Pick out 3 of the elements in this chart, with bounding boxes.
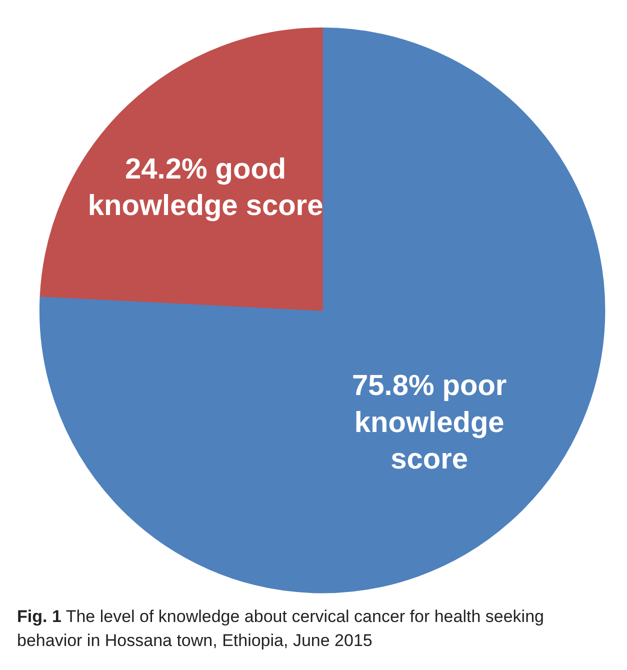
caption: Fig. 1 The level of knowledge about cervical cancer for health seeking behavior in Hossana town, Ethiopia, June 2015 (17, 606, 545, 652)
slice-label: 75.8% poor knowledge score (352, 370, 507, 476)
slice-label: 24.2% good knowledge score (88, 153, 324, 222)
